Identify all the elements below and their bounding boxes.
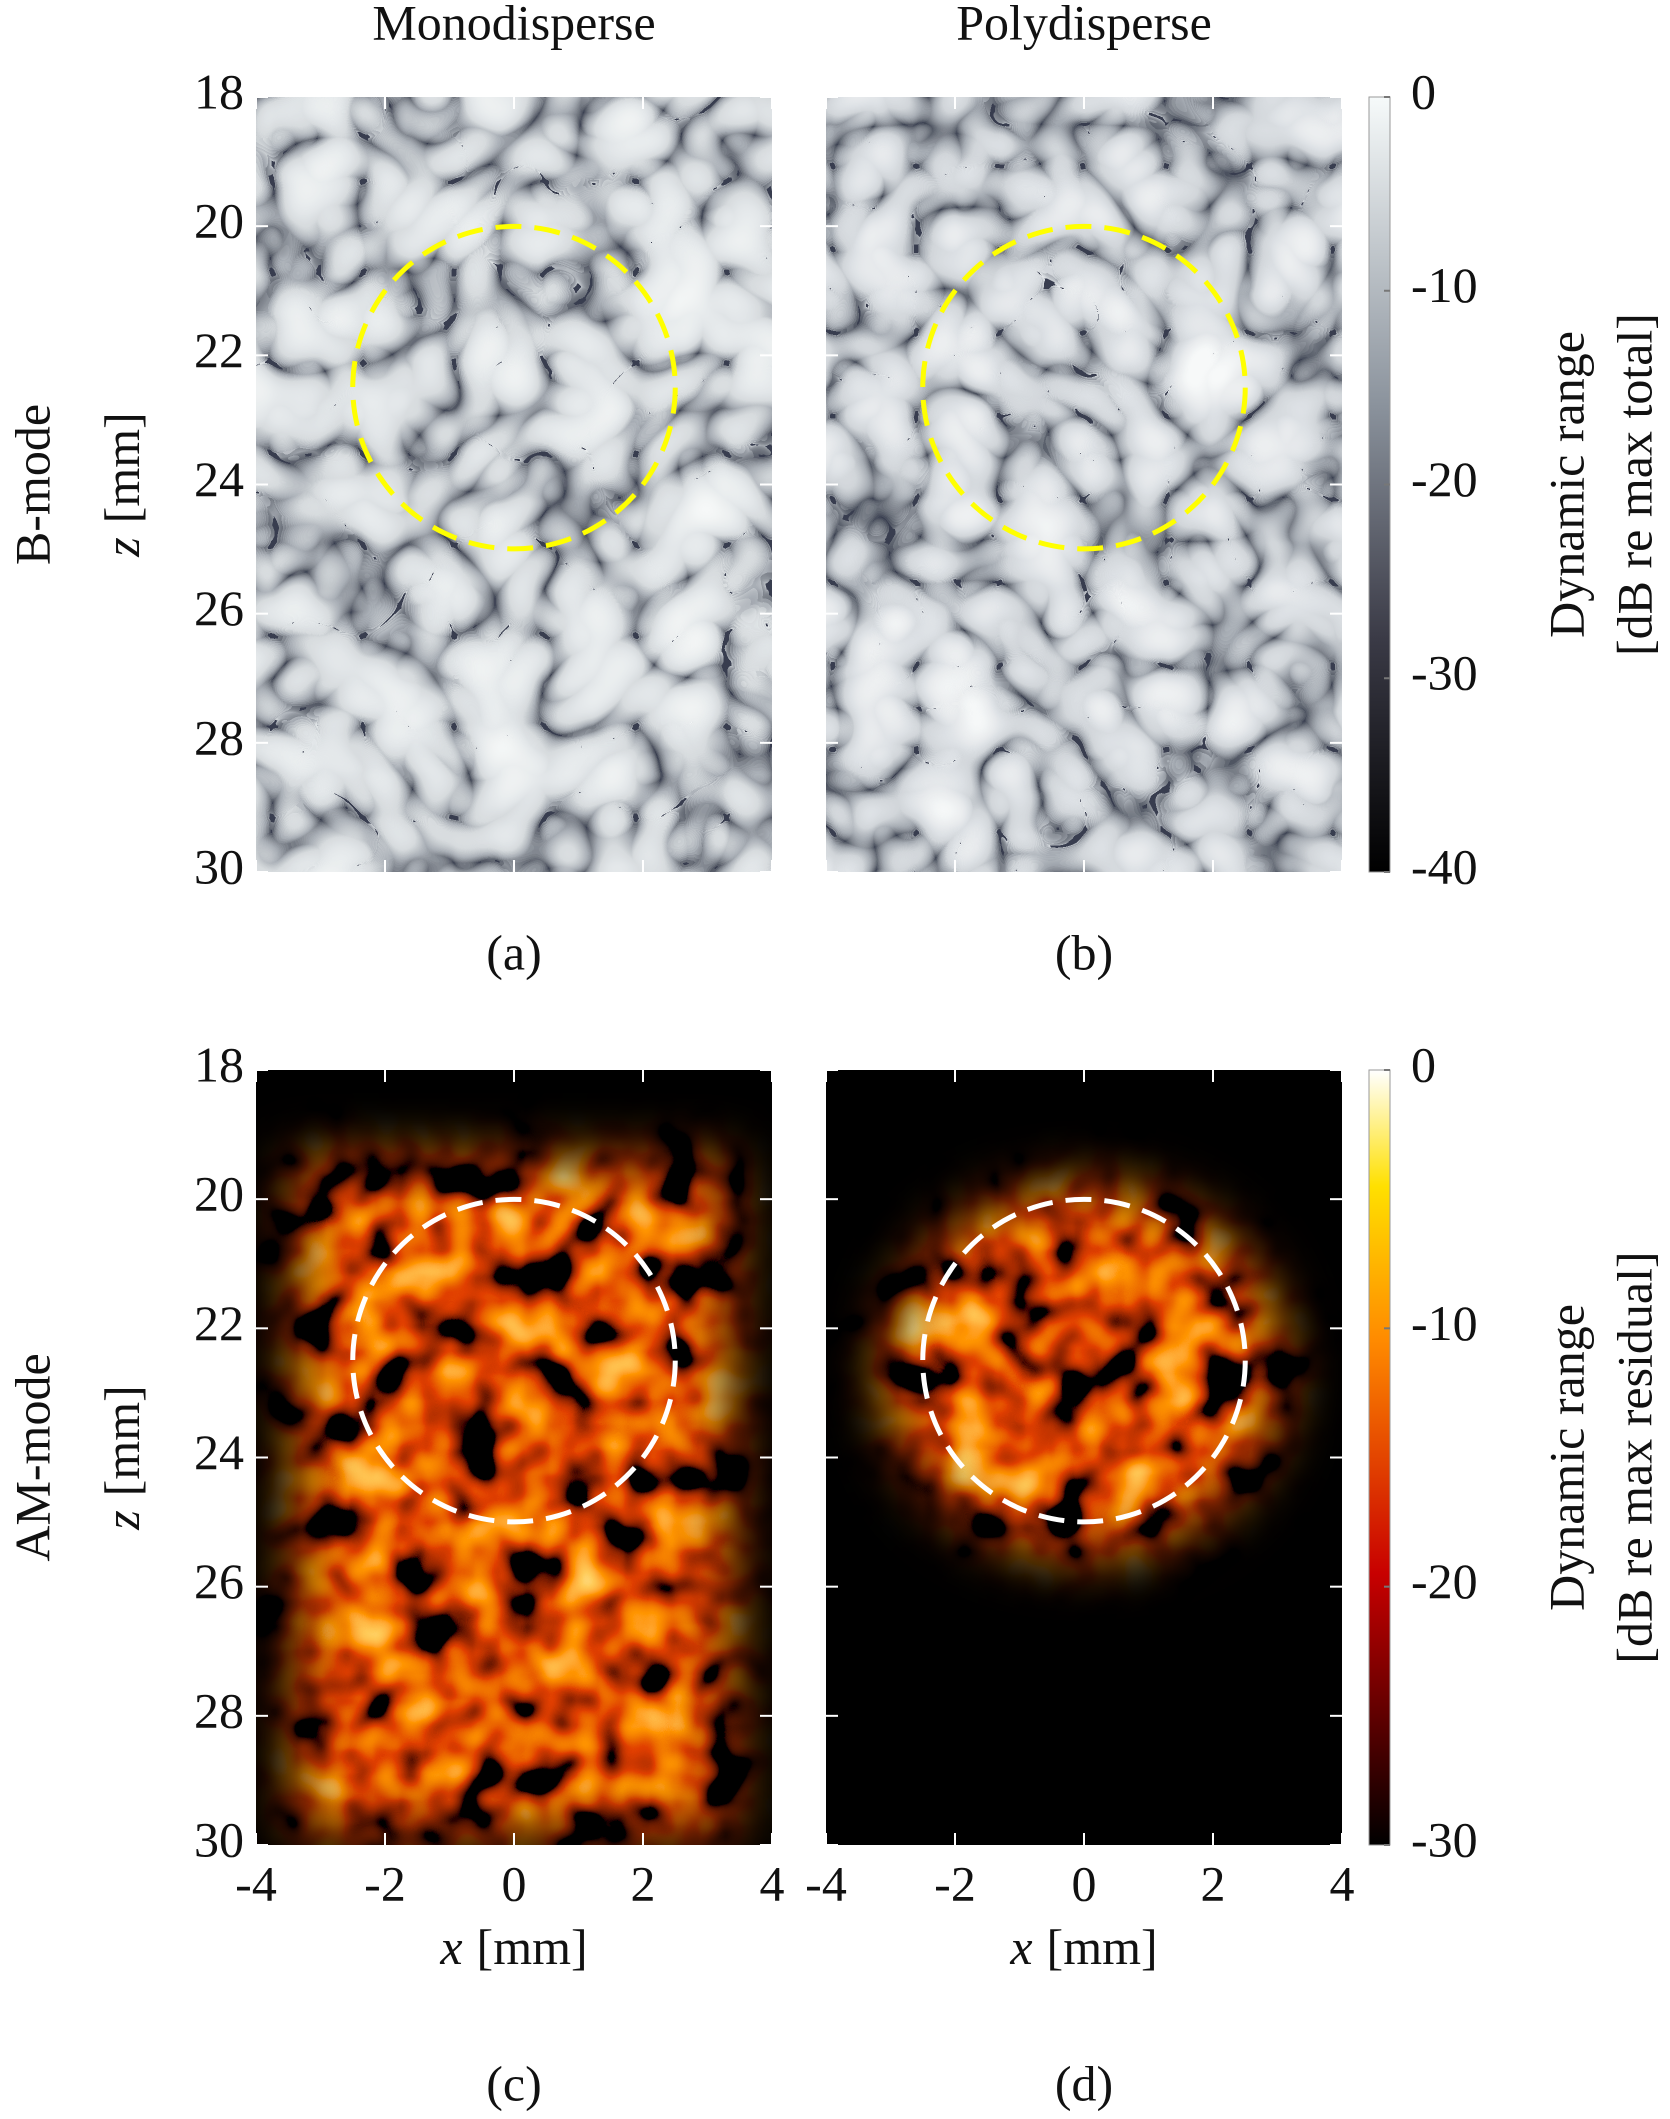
y-tick-label: 28 (194, 709, 244, 765)
speckle-texture (256, 97, 772, 872)
speckle-texture (826, 97, 1342, 872)
x-axis-label: x [mm] (439, 1919, 587, 1975)
x-tick-label: -4 (805, 1855, 847, 1911)
y-tick-label: 24 (194, 451, 244, 507)
row-label: AM-mode (4, 1353, 60, 1561)
colorbar-label: Dynamic range (1538, 1304, 1594, 1611)
colorbar-tick-label: -10 (1411, 1295, 1478, 1351)
y-tick-label: 22 (194, 322, 244, 378)
x-tick-label: 2 (1201, 1855, 1226, 1911)
colorbar-label: [dB re max residual] (1606, 1251, 1662, 1663)
colorbar-tick-label: 0 (1411, 1036, 1436, 1092)
y-axis-label-var: z (94, 537, 150, 557)
colorbar-tick-label: -20 (1411, 1553, 1478, 1609)
x-tick-label: 4 (1330, 1855, 1355, 1911)
x-tick-label: 0 (1072, 1855, 1097, 1911)
speckle-texture (826, 1070, 1342, 1845)
colorbar-tick-label: -30 (1411, 1811, 1478, 1867)
y-axis-label: z [mm] (94, 1385, 150, 1531)
x-axis-label-unit: [mm] (477, 1919, 588, 1975)
y-tick-label: 18 (194, 1036, 244, 1092)
x-axis-label-var: x (1009, 1919, 1032, 1975)
colorbar-tick-label: -10 (1411, 257, 1478, 313)
colorbar-label: Dynamic range (1538, 331, 1594, 638)
y-tick-label: 22 (194, 1295, 244, 1351)
speckle-texture (256, 1070, 772, 1845)
row-label: B-mode (4, 404, 60, 565)
x-tick-label: 0 (502, 1855, 527, 1911)
colorbar-tick-label: -40 (1411, 838, 1478, 894)
panel-label: (d) (1055, 2055, 1113, 2111)
colorbar-label: [dB re max total] (1606, 313, 1662, 656)
y-tick-label: 26 (194, 1553, 244, 1609)
x-tick-label: -2 (364, 1855, 406, 1911)
y-tick-label: 20 (194, 1166, 244, 1222)
y-tick-label: 20 (194, 193, 244, 249)
x-axis-label-unit: [mm] (1047, 1919, 1158, 1975)
x-tick-label: -4 (235, 1855, 277, 1911)
image (256, 97, 772, 872)
y-axis-label-unit: [mm] (94, 412, 150, 523)
panel-label: (a) (486, 924, 542, 980)
y-axis-label: z [mm] (94, 412, 150, 558)
x-tick-label: -2 (934, 1855, 976, 1911)
y-tick-label: 26 (194, 580, 244, 636)
region-circle (920, 223, 1248, 552)
y-axis-label-unit: [mm] (94, 1385, 150, 1496)
image (826, 97, 1342, 872)
column-title: Monodisperse (372, 0, 655, 50)
panel-label: (b) (1055, 924, 1113, 980)
panel-label: (c) (486, 2055, 542, 2111)
colorbar-tick-label: -20 (1411, 451, 1478, 507)
region-circle (350, 223, 678, 552)
y-tick-label: 18 (194, 63, 244, 119)
colorbar (1368, 1069, 1391, 1846)
region-circle (350, 1196, 678, 1525)
colorbar-tick-label: -30 (1411, 645, 1478, 701)
x-tick-label: 4 (760, 1855, 785, 1911)
y-tick-label: 24 (194, 1424, 244, 1480)
column-title: Polydisperse (956, 0, 1212, 50)
x-axis-label: x [mm] (1009, 1919, 1157, 1975)
y-axis-label-var: z (94, 1510, 150, 1530)
y-tick-label: 30 (194, 1811, 244, 1867)
x-axis-label-var: x (439, 1919, 462, 1975)
colorbar-tick-label: 0 (1411, 63, 1436, 119)
image (826, 1070, 1342, 1845)
y-tick-label: 28 (194, 1682, 244, 1738)
x-tick-label: 2 (631, 1855, 656, 1911)
y-tick-label: 30 (194, 838, 244, 894)
image (256, 1070, 772, 1845)
region-circle (920, 1196, 1248, 1525)
